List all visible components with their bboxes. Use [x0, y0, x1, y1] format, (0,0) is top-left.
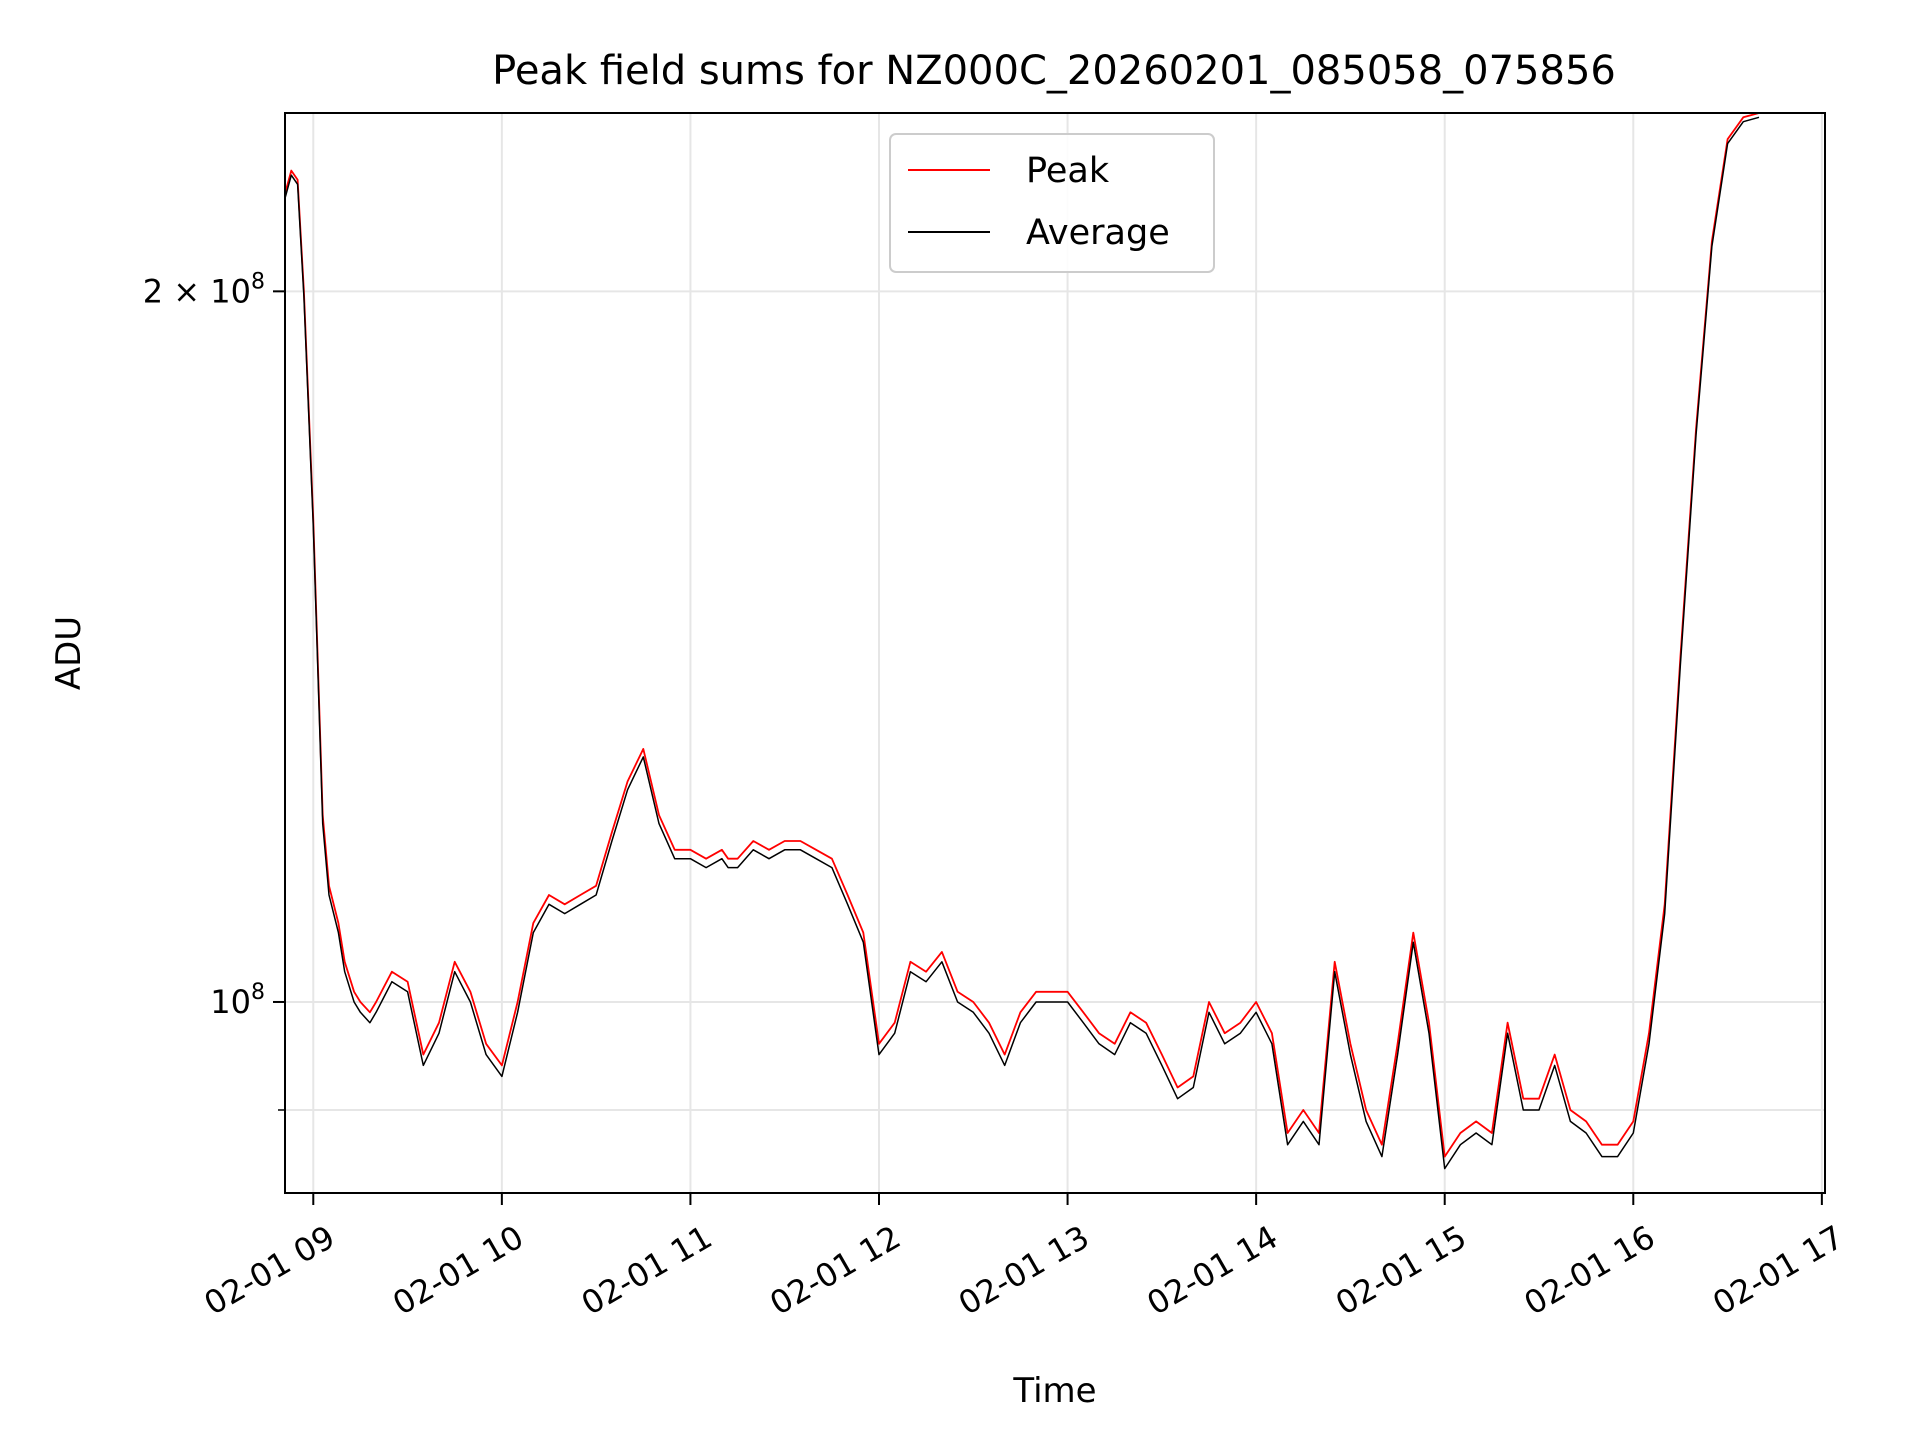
legend-box [889, 133, 1215, 273]
y-tick-base: 10 [210, 983, 251, 1021]
plot-frame [284, 112, 1826, 1194]
series-line-average [285, 116, 1760, 1170]
y-tick-exponent: 8 [251, 269, 265, 294]
series-line-peak [285, 113, 1760, 1158]
legend-label: Peak [1026, 151, 1110, 191]
y-tick-label: 108 [210, 980, 265, 1021]
series-lines [285, 113, 1760, 1170]
legend-label: Average [1026, 213, 1170, 253]
y-tick-base: 10 [210, 272, 251, 310]
x-axis-label: Time [1012, 1371, 1096, 1411]
y-axis-label: ADU [49, 616, 89, 690]
chart-title: Peak field sums for NZ000C_20260201_0850… [492, 48, 1616, 94]
y-tick-times: × [163, 272, 210, 310]
y-tick-label: 2 × 108 [143, 269, 265, 310]
y-tick-exponent: 8 [251, 980, 265, 1005]
legend: Peak Average [889, 133, 1215, 273]
y-tick-mantissa: 2 [143, 272, 163, 310]
